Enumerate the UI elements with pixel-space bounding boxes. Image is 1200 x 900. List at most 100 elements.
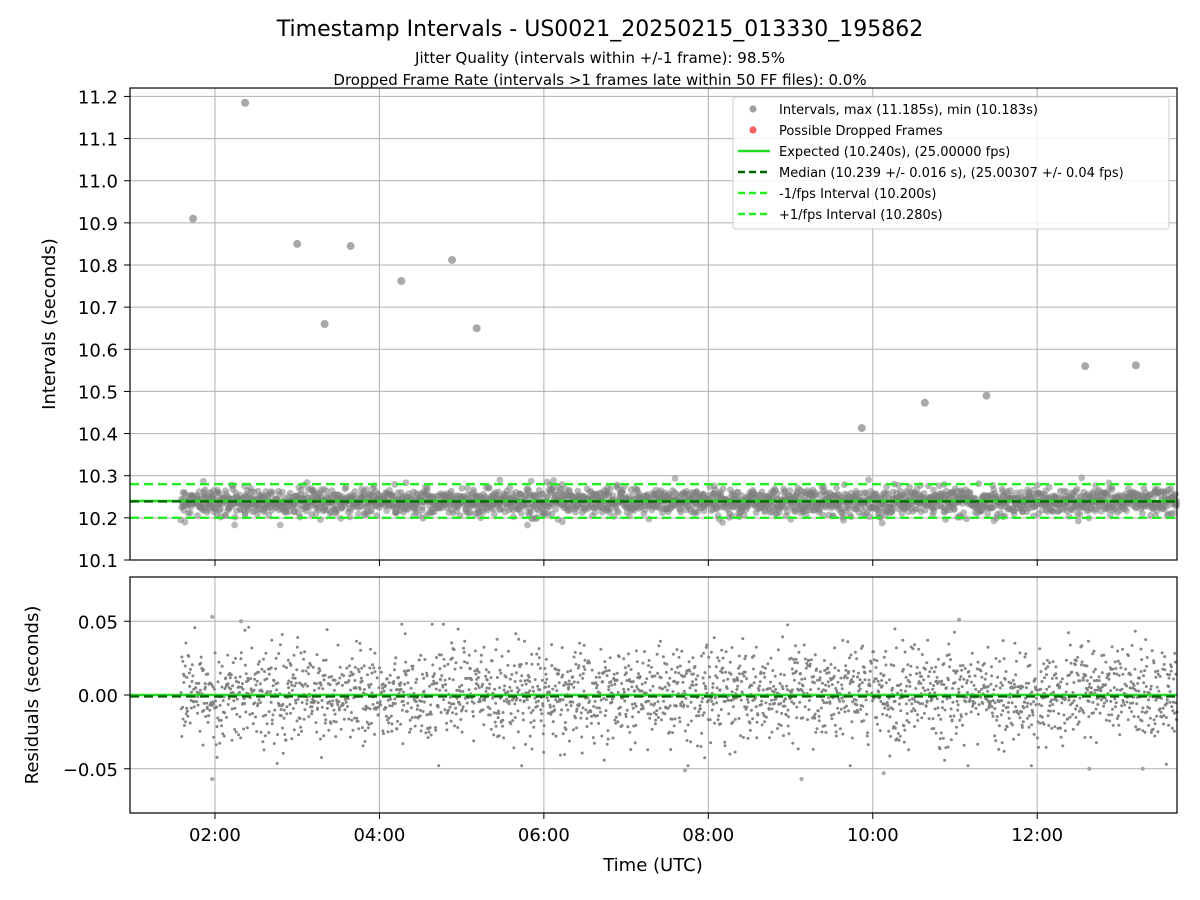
residuals-point xyxy=(180,735,184,738)
residuals-point xyxy=(697,710,701,714)
residuals-point xyxy=(964,700,968,704)
residuals-point xyxy=(786,623,790,627)
residuals-point xyxy=(623,699,627,703)
residuals-point xyxy=(339,727,343,731)
residuals-point xyxy=(384,706,388,710)
residuals-point xyxy=(1069,661,1073,665)
residuals-point xyxy=(944,686,948,690)
residuals-point xyxy=(1048,709,1052,713)
residuals-point xyxy=(585,725,589,728)
residuals-point xyxy=(265,677,269,681)
residuals-point xyxy=(218,741,222,745)
residuals-point xyxy=(1093,667,1097,671)
residuals-point xyxy=(536,684,540,688)
residuals-point xyxy=(202,668,205,672)
residuals-point xyxy=(681,680,685,684)
residuals-point xyxy=(865,690,869,694)
residuals-point xyxy=(877,683,881,687)
residuals-point xyxy=(724,670,728,674)
residuals-point xyxy=(420,699,424,703)
residuals-point xyxy=(653,674,657,678)
residuals-point xyxy=(916,713,920,717)
residuals-point xyxy=(557,668,561,672)
residuals-point xyxy=(1048,661,1052,665)
residuals-point xyxy=(813,716,817,720)
residuals-point xyxy=(702,681,706,685)
intervals-outlier-10 xyxy=(982,391,991,400)
residuals-point xyxy=(373,670,377,674)
residuals-point xyxy=(653,702,657,705)
residuals-point xyxy=(487,686,491,690)
intervals-point xyxy=(1034,481,1041,489)
residuals-point xyxy=(1001,709,1005,713)
residuals-point xyxy=(850,736,854,740)
residuals-point xyxy=(558,753,562,757)
residuals-point xyxy=(665,662,669,666)
residuals-point xyxy=(1017,712,1021,716)
residuals-point xyxy=(841,638,845,642)
residuals-point xyxy=(206,672,210,676)
residuals-point xyxy=(251,712,254,715)
residuals-point xyxy=(1020,725,1024,729)
residuals-point xyxy=(479,653,483,657)
residuals-point xyxy=(269,700,273,704)
residuals-point xyxy=(1059,735,1063,739)
residuals-point xyxy=(1007,701,1011,705)
residuals-point xyxy=(406,681,410,685)
residuals-point xyxy=(434,728,438,732)
residuals-point xyxy=(355,639,358,643)
residuals-point xyxy=(369,721,373,725)
residuals-point xyxy=(386,730,390,734)
residuals-point xyxy=(899,682,903,686)
residuals-point xyxy=(720,671,724,675)
residuals-point xyxy=(763,675,767,679)
residuals-point xyxy=(602,697,606,700)
residuals-point xyxy=(595,683,599,687)
residuals-point xyxy=(913,643,916,647)
residuals-point xyxy=(630,685,634,689)
residuals-point xyxy=(393,662,397,666)
residuals-point xyxy=(189,667,192,671)
residuals-point xyxy=(1079,663,1083,667)
intervals-point xyxy=(201,486,209,494)
residuals-point xyxy=(665,688,669,692)
residuals-point xyxy=(991,714,995,718)
residuals-point xyxy=(453,667,457,671)
residuals-point xyxy=(614,715,618,719)
residuals-point xyxy=(353,679,357,682)
residuals-point xyxy=(360,666,364,670)
residuals-point xyxy=(776,648,780,652)
residuals-point xyxy=(445,728,449,732)
residuals-point xyxy=(1030,690,1034,694)
residuals-point xyxy=(1052,709,1056,713)
residuals-point xyxy=(548,705,552,709)
residuals-point xyxy=(888,754,892,758)
residuals-point xyxy=(797,650,801,654)
residuals-point xyxy=(1085,688,1089,692)
residuals-point xyxy=(447,708,450,712)
residuals-point xyxy=(773,701,777,705)
intervals-point xyxy=(1076,510,1084,518)
residuals-point xyxy=(669,748,673,751)
residuals-point xyxy=(664,670,668,674)
residuals-point xyxy=(1017,733,1021,737)
residuals-point xyxy=(420,724,424,728)
residuals-point xyxy=(310,705,314,709)
residuals-point xyxy=(910,702,914,706)
residuals-point xyxy=(226,682,230,686)
residuals-point xyxy=(289,680,293,684)
residuals-point xyxy=(296,697,300,701)
residuals-point xyxy=(1090,691,1094,695)
residuals-point xyxy=(347,717,351,721)
residuals-point xyxy=(303,650,307,654)
residuals-point xyxy=(506,649,510,653)
residuals-point xyxy=(782,734,785,738)
residuals-point xyxy=(304,669,308,673)
residuals-point xyxy=(421,710,425,713)
residuals-point xyxy=(659,676,663,680)
residuals-point xyxy=(691,656,695,660)
residuals-point xyxy=(647,699,651,703)
residuals-point xyxy=(261,740,265,744)
residuals-point xyxy=(283,733,287,736)
residuals-point xyxy=(367,683,371,687)
